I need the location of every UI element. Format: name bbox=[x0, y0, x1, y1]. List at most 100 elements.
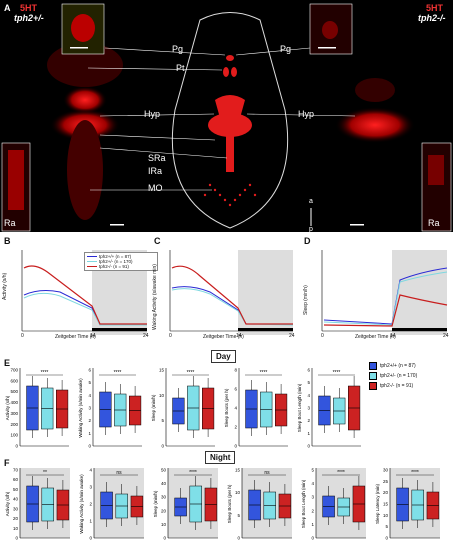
right-brain-image bbox=[335, 78, 415, 143]
ylabel: Sleep (min/h) bbox=[151, 394, 156, 421]
ylabel: Sleep Bouts (per h) bbox=[224, 388, 229, 427]
ytick: 10 bbox=[161, 522, 167, 527]
d-xtick-14: 14 bbox=[390, 333, 396, 339]
ytick: 8 bbox=[234, 368, 237, 373]
schematic-brain bbox=[171, 12, 289, 229]
ytick: 15 bbox=[159, 368, 165, 373]
boxplot-6: 0 5 10 15 20 25 30 Sleep Latency (min) **** bbox=[375, 468, 440, 541]
ytick: 0 bbox=[88, 444, 91, 449]
ytick: 40 bbox=[161, 481, 167, 486]
ytick: 3 bbox=[311, 495, 314, 500]
ytick: 200 bbox=[10, 422, 18, 427]
ylabel: Sleep (min/h) bbox=[153, 490, 158, 517]
panel-a-svg bbox=[1, 3, 452, 232]
legend-e-item-2: tph2+/- (n = 170) bbox=[380, 373, 418, 379]
boxplot-4: 0 5 10 15 Sleep Bouts (per h) ns bbox=[227, 468, 292, 541]
ylabel: Sleep Latency (min) bbox=[375, 483, 380, 524]
compass-p: p bbox=[309, 226, 313, 232]
d-xlabel: Zeitgeber Time (h) bbox=[355, 334, 396, 340]
legend-e-item-3: tph2-/- (n = 91) bbox=[380, 383, 414, 389]
ytick: 5 bbox=[311, 468, 314, 473]
panel-d-letter: D bbox=[304, 236, 311, 246]
ytick: 0 bbox=[161, 444, 164, 449]
ytick: 2 bbox=[89, 502, 92, 507]
ytick: 300 bbox=[10, 411, 18, 416]
boxplot-5: 0 1 2 3 4 5 Sleep Bout Length (min) **** bbox=[301, 468, 366, 541]
ytick: 1 bbox=[89, 519, 92, 524]
ytick: 0 bbox=[307, 444, 310, 449]
b-ylabel: Activity (s/h) bbox=[2, 272, 8, 300]
ytick: 5 bbox=[161, 418, 164, 423]
ytick: 0 bbox=[15, 444, 18, 449]
b-xtick-0: 0 bbox=[21, 333, 24, 339]
significance: **** bbox=[41, 370, 49, 376]
ylabel: Activity (s/h) bbox=[5, 491, 10, 516]
ytick: 600 bbox=[10, 378, 18, 383]
boxplot-5: 0 1 2 3 4 5 6 Sleep Bout Length (min) **** bbox=[297, 368, 361, 449]
ytick: 50 bbox=[161, 468, 167, 473]
ytick: 3 bbox=[307, 406, 310, 411]
b-xlabel: Zeitgeber Time (h) bbox=[55, 334, 96, 340]
inset-label-ra-right: Ra bbox=[428, 218, 440, 228]
ytick: 15 bbox=[235, 468, 241, 473]
label-ira: IRa bbox=[148, 166, 163, 176]
ytick: 10 bbox=[383, 513, 389, 518]
label-hyp-right: Hyp bbox=[298, 109, 315, 119]
boxplot-3: 0 5 10 15 Sleep (min/h) **** bbox=[151, 368, 215, 449]
legend-e-item-1: tph2+/+ (n = 87) bbox=[380, 363, 416, 369]
ytick: 0 bbox=[15, 536, 18, 541]
significance: **** bbox=[189, 470, 197, 476]
ytick: 50 bbox=[13, 487, 19, 492]
ytick: 4 bbox=[307, 393, 310, 398]
panel-a-micrographs: A 5HT tph2+/- 5HT tph2-/- Pg Pt Hyp SRa … bbox=[0, 0, 453, 232]
left-brain-image bbox=[47, 43, 123, 220]
significance: **** bbox=[333, 370, 341, 376]
ytick: 700 bbox=[10, 368, 18, 373]
ytick: 20 bbox=[161, 508, 167, 513]
ytick: 4 bbox=[88, 393, 91, 398]
boxplot-1: 0 10 20 30 40 50 60 70 Activity (s/h) ** bbox=[5, 468, 70, 541]
ytick: 20 bbox=[383, 490, 389, 495]
ytick: 4 bbox=[89, 468, 92, 473]
label-pt: Pt bbox=[176, 63, 185, 73]
chart-d bbox=[321, 250, 448, 335]
panel-b-letter: B bbox=[4, 236, 11, 246]
compass-a: a bbox=[309, 198, 313, 205]
d-xtick-0: 0 bbox=[321, 333, 324, 339]
legend-e: tph2+/+ (n = 87) tph2+/- (n = 170) tph2-… bbox=[369, 362, 451, 390]
ytick: 5 bbox=[88, 380, 91, 385]
ylabel: Activity (s/h) bbox=[5, 395, 10, 420]
panel-f-letter: F bbox=[4, 458, 10, 468]
d-ylabel: Sleep (min/h) bbox=[303, 285, 309, 315]
label-mo: MO bbox=[148, 183, 163, 193]
ytick: 30 bbox=[13, 506, 19, 511]
d-xtick-24: 24 bbox=[443, 333, 449, 339]
ytick: 60 bbox=[13, 477, 19, 482]
panel-e-letter: E bbox=[4, 358, 11, 368]
ytick: 5 bbox=[385, 524, 388, 529]
boxplot-3: 0 10 20 30 40 50 Sleep (min/h) **** bbox=[153, 468, 218, 541]
inset-label-ra-left: Ra bbox=[4, 218, 16, 228]
label-hyp: Hyp bbox=[144, 109, 161, 119]
ylabel: Waking Activity (s/min awake) bbox=[79, 474, 84, 534]
c-xtick-24: 24 bbox=[289, 333, 295, 339]
label-pg-right: Pg bbox=[280, 44, 292, 54]
boxplot-1: 0 100 200 300 400 500 600 700 Activity (s/h) **** bbox=[5, 368, 69, 449]
c-xtick-14: 14 bbox=[236, 333, 242, 339]
ytick: 1 bbox=[88, 431, 91, 436]
ytick: 0 bbox=[385, 536, 388, 541]
c-xtick-0: 0 bbox=[169, 333, 172, 339]
ytick: 10 bbox=[159, 393, 165, 398]
boxplot-4: 0 2 4 6 8 Sleep Bouts (per h) **** bbox=[224, 368, 288, 449]
legend-b: tph2+/+ (n = 87) tph2+/- (n = 170) tph2-… bbox=[84, 252, 158, 271]
ytick: 2 bbox=[234, 425, 237, 430]
ytick: 2 bbox=[88, 418, 91, 423]
ytick: 0 bbox=[234, 444, 237, 449]
ytick: 2 bbox=[307, 418, 310, 423]
right-title-genotype: tph2-/- bbox=[418, 13, 446, 23]
b-xtick-24: 24 bbox=[143, 333, 149, 339]
boxplot-2: 0 1 2 3 4 Waking Activity (s/min awake) ns bbox=[79, 468, 144, 541]
left-title-genotype: tph2+/- bbox=[14, 13, 44, 23]
ytick: 2 bbox=[311, 508, 314, 513]
